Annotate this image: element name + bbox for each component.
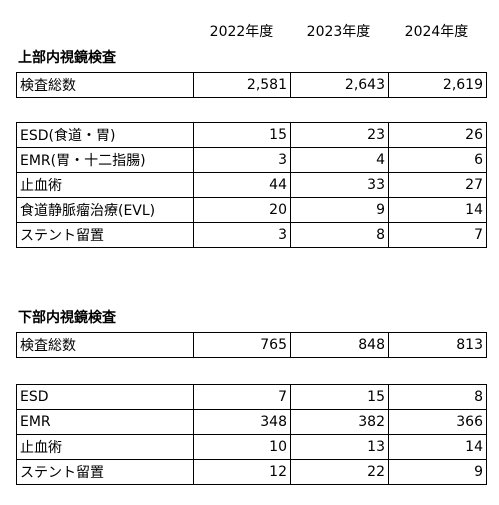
cell-value: 15 (193, 122, 291, 148)
total-table: 検査総数 765 848 813 (16, 332, 487, 358)
table-body: 検査総数 765 848 813 (16, 332, 487, 358)
cell-value: 14 (388, 197, 487, 223)
cell-value: 15 (290, 384, 389, 410)
section-title: 上部内視鏡検査 (18, 50, 116, 66)
cell-value: 382 (290, 409, 389, 435)
table-row: EMR(胃・十二指腸) 3 4 6 (16, 147, 487, 173)
cell-value: 3 (193, 147, 291, 173)
total-table: 検査総数 2,581 2,643 2,619 (16, 72, 487, 98)
cell-value: 9 (388, 459, 487, 485)
cell-value: 2,619 (388, 72, 487, 98)
table-row: 止血術 44 33 27 (16, 172, 487, 198)
row-label: EMR(胃・十二指腸) (16, 147, 194, 173)
cell-value: 33 (290, 172, 389, 198)
row-label: 検査総数 (16, 332, 194, 358)
year-header: 2023年度 (306, 24, 371, 40)
cell-value: 848 (290, 332, 389, 358)
row-label: 検査総数 (16, 72, 194, 98)
table-row: 検査総数 765 848 813 (16, 332, 487, 358)
year-header: 2022年度 (209, 24, 274, 40)
cell-value: 23 (290, 122, 389, 148)
table-row: ESD 7 15 8 (16, 384, 487, 410)
procedure-table: ESD(食道・胃) 15 23 26 EMR(胃・十二指腸) 3 4 6 止血術 44 33 27 食道… (16, 122, 487, 248)
cell-value: 348 (193, 409, 291, 435)
cell-value: 8 (388, 384, 487, 410)
cell-value: 366 (388, 409, 487, 435)
row-label: EMR (16, 409, 194, 435)
cell-value: 10 (193, 434, 291, 460)
cell-value: 44 (193, 172, 291, 198)
cell-value: 2,581 (193, 72, 291, 98)
cell-value: 26 (388, 122, 487, 148)
table-body: ESD 7 15 8 EMR 348 382 366 止血術 10 13 14 ステント留置 12 22 9 (16, 384, 487, 485)
row-label: ステント留置 (16, 459, 194, 485)
cell-value: 7 (388, 222, 487, 248)
cell-value: 2,643 (290, 72, 389, 98)
table-row: 止血術 10 13 14 (16, 434, 487, 460)
table-row: 検査総数 2,581 2,643 2,619 (16, 72, 487, 98)
cell-value: 4 (290, 147, 389, 173)
cell-value: 14 (388, 434, 487, 460)
section-title: 下部内視鏡検査 (18, 310, 116, 326)
table-row: ステント留置 3 8 7 (16, 222, 487, 248)
table-row: ステント留置 12 22 9 (16, 459, 487, 485)
procedure-table: ESD 7 15 8 EMR 348 382 366 止血術 10 13 14 ステント留置 12 22 9 (16, 384, 487, 485)
cell-value: 7 (193, 384, 291, 410)
year-header: 2024年度 (404, 24, 469, 40)
cell-value: 13 (290, 434, 389, 460)
cell-value: 6 (388, 147, 487, 173)
cell-value: 27 (388, 172, 487, 198)
table-row: 食道静脈瘤治療(EVL) 20 9 14 (16, 197, 487, 223)
cell-value: 765 (193, 332, 291, 358)
table-body: 検査総数 2,581 2,643 2,619 (16, 72, 487, 98)
row-label: 止血術 (16, 172, 194, 198)
cell-value: 12 (193, 459, 291, 485)
table-body: ESD(食道・胃) 15 23 26 EMR(胃・十二指腸) 3 4 6 止血術 44 33 27 食道… (16, 122, 487, 248)
cell-value: 3 (193, 222, 291, 248)
table-row: ESD(食道・胃) 15 23 26 (16, 122, 487, 148)
row-label: 止血術 (16, 434, 194, 460)
cell-value: 813 (388, 332, 487, 358)
row-label: 食道静脈瘤治療(EVL) (16, 197, 194, 223)
cell-value: 8 (290, 222, 389, 248)
cell-value: 9 (290, 197, 389, 223)
row-label: ESD (16, 384, 194, 410)
table-row: EMR 348 382 366 (16, 409, 487, 435)
row-label: ステント留置 (16, 222, 194, 248)
row-label: ESD(食道・胃) (16, 122, 194, 148)
cell-value: 20 (193, 197, 291, 223)
cell-value: 22 (290, 459, 389, 485)
